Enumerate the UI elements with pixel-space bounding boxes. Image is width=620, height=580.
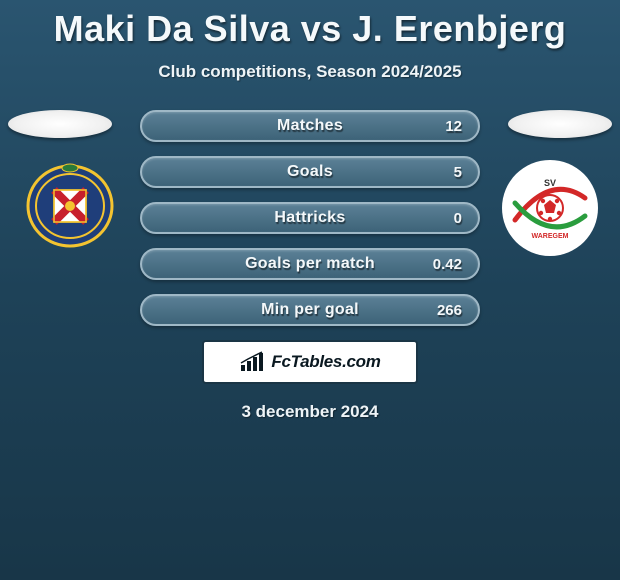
svg-text:WAREGEM: WAREGEM — [532, 233, 569, 240]
brand-text: FcTables.com — [271, 352, 380, 372]
page-title: Maki Da Silva vs J. Erenbjerg — [0, 0, 620, 50]
chart-icon — [239, 351, 265, 373]
stat-row-hattricks: Hattricks 0 — [140, 202, 480, 234]
stat-value: 0.42 — [433, 256, 462, 273]
svg-text:SV: SV — [544, 178, 556, 188]
subtitle: Club competitions, Season 2024/2025 — [0, 62, 620, 82]
club-badge-right: SV WAREGEM — [500, 158, 600, 258]
stat-rows: Matches 12 Goals 5 Hattricks 0 Goals per… — [140, 110, 480, 326]
comparison-content: SV WAREGEM Matches 12 Goals 5 Hattricks … — [0, 110, 620, 422]
stat-value: 0 — [454, 210, 462, 227]
club-badge-left — [20, 160, 120, 248]
stat-row-min-per-goal: Min per goal 266 — [140, 294, 480, 326]
stat-label: Matches — [277, 117, 343, 135]
stat-value: 5 — [454, 164, 462, 181]
date-text: 3 december 2024 — [0, 402, 620, 422]
stat-row-goals-per-match: Goals per match 0.42 — [140, 248, 480, 280]
stat-value: 266 — [437, 302, 462, 319]
stat-value: 12 — [445, 118, 462, 135]
stat-row-goals: Goals 5 — [140, 156, 480, 188]
player-photo-left — [8, 110, 112, 138]
stat-label: Goals per match — [245, 255, 375, 273]
stat-label: Hattricks — [274, 209, 345, 227]
player-photo-right — [508, 110, 612, 138]
brand-box: FcTables.com — [202, 340, 418, 384]
stat-label: Goals — [287, 163, 333, 181]
stat-row-matches: Matches 12 — [140, 110, 480, 142]
stat-label: Min per goal — [261, 301, 359, 319]
